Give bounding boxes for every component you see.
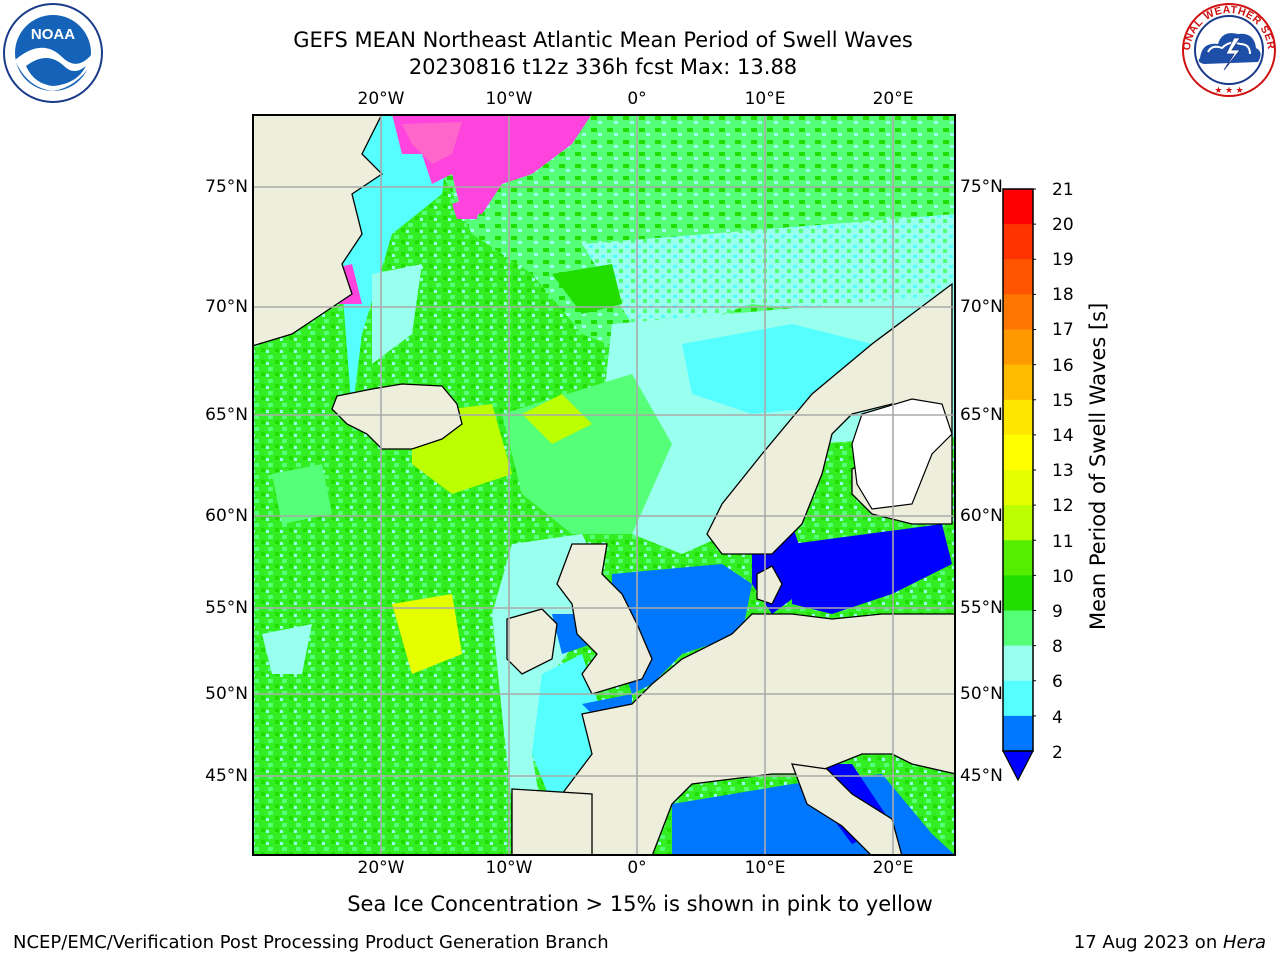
- lat-label-left: 45°N: [205, 766, 248, 786]
- lon-label-top: 10°W: [485, 89, 533, 109]
- colorbar-tick-label: 21: [1052, 180, 1074, 200]
- colorbar-tick-label: 2: [1052, 743, 1063, 763]
- colorbar-band: [1003, 680, 1033, 717]
- colorbar-band: [1003, 540, 1033, 576]
- lat-label-right: 55°N: [960, 598, 1003, 618]
- colorbar-band: [1003, 434, 1033, 471]
- svg-text:★ ★ ★: ★ ★ ★: [1214, 85, 1243, 95]
- colorbar-tick-label: 15: [1052, 391, 1074, 411]
- colorbar-tick-label: 12: [1052, 496, 1074, 516]
- colorbar-tick-label: 17: [1052, 320, 1074, 340]
- colorbar-band: [1003, 715, 1033, 752]
- colorbar-tick-label: 8: [1052, 637, 1063, 657]
- noaa-logo-icon: NOAA: [3, 3, 103, 103]
- lon-label-bottom: 10°E: [744, 858, 786, 878]
- lon-label-bottom: 20°W: [357, 858, 405, 878]
- colorbar-tick-label: 13: [1052, 461, 1074, 481]
- colorbar-tick-label: 20: [1052, 215, 1074, 235]
- colorbar-band: [1003, 259, 1033, 295]
- lat-label-right: 65°N: [960, 405, 1003, 425]
- colorbar-band: [1003, 610, 1033, 647]
- colorbar-band: [1003, 364, 1033, 401]
- lat-label-left: 50°N: [205, 684, 248, 704]
- lat-label-left: 60°N: [205, 506, 248, 526]
- colorbar-tick-label: 19: [1052, 250, 1074, 270]
- footer-credit: NCEP/EMC/Verification Post Processing Pr…: [13, 932, 609, 953]
- lon-label-top: 20°E: [872, 89, 914, 109]
- colorbar-band: [1003, 329, 1033, 366]
- colorbar-band: [1003, 399, 1033, 436]
- lat-label-left: 75°N: [205, 177, 248, 197]
- colorbar-band: [1003, 189, 1033, 225]
- lat-label-right: 45°N: [960, 766, 1003, 786]
- lon-label-bottom: 10°W: [485, 858, 533, 878]
- colorbar-band: [1003, 645, 1033, 682]
- colorbar-band: [1003, 575, 1033, 611]
- footer-timestamp: 17 Aug 2023 on Hera: [1074, 932, 1266, 954]
- lat-label-left: 55°N: [205, 598, 248, 618]
- colorbar-band: [1003, 505, 1033, 541]
- lat-label-right: 75°N: [960, 177, 1003, 197]
- colorbar-tick-label: 10: [1052, 567, 1074, 587]
- nws-logo-icon: NATIONAL WEATHER SERVICE ★ ★ ★: [1178, 0, 1276, 97]
- colorbar-band: [1003, 224, 1033, 260]
- colorbar-extend: [1002, 750, 1034, 782]
- lat-label-left: 70°N: [205, 297, 248, 317]
- colorbar-band: [1003, 470, 1033, 506]
- map-panel: [252, 114, 956, 856]
- colorbar-tick-label: 6: [1052, 672, 1063, 692]
- lon-label-bottom: 20°E: [872, 858, 914, 878]
- lat-label-left: 65°N: [205, 405, 248, 425]
- colorbar-tick-label: 16: [1052, 356, 1074, 376]
- colorbar-band: [1003, 294, 1033, 330]
- chart-title: GEFS MEAN Northeast Atlantic Mean Period…: [293, 28, 913, 52]
- lon-label-top: 0°: [627, 89, 647, 109]
- sea-ice-caption: Sea Ice Concentration > 15% is shown in …: [347, 892, 933, 916]
- colorbar-tick-label: 18: [1052, 285, 1074, 305]
- colorbar-tick-label: 11: [1052, 532, 1074, 552]
- lon-label-top: 10°E: [744, 89, 786, 109]
- colorbar: [1002, 188, 1036, 782]
- graticule: [253, 115, 955, 855]
- lat-label-right: 50°N: [960, 684, 1003, 704]
- footer-date: 17 Aug 2023 on: [1073, 932, 1223, 953]
- noaa-logo-text: NOAA: [31, 26, 75, 43]
- colorbar-tick-label: 9: [1052, 602, 1063, 622]
- colorbar-title: Mean Period of Swell Waves [s]: [1086, 302, 1110, 630]
- colorbar-tick-label: 4: [1052, 708, 1063, 728]
- chart-subtitle: 20230816 t12z 336h fcst Max: 13.88: [408, 55, 798, 79]
- map-frame: [252, 114, 956, 856]
- lat-label-right: 70°N: [960, 297, 1003, 317]
- footer-host: Hera: [1222, 932, 1266, 953]
- lon-label-bottom: 0°: [627, 858, 647, 878]
- lat-label-right: 60°N: [960, 506, 1003, 526]
- colorbar-tick-label: 14: [1052, 426, 1074, 446]
- lon-label-top: 20°W: [357, 89, 405, 109]
